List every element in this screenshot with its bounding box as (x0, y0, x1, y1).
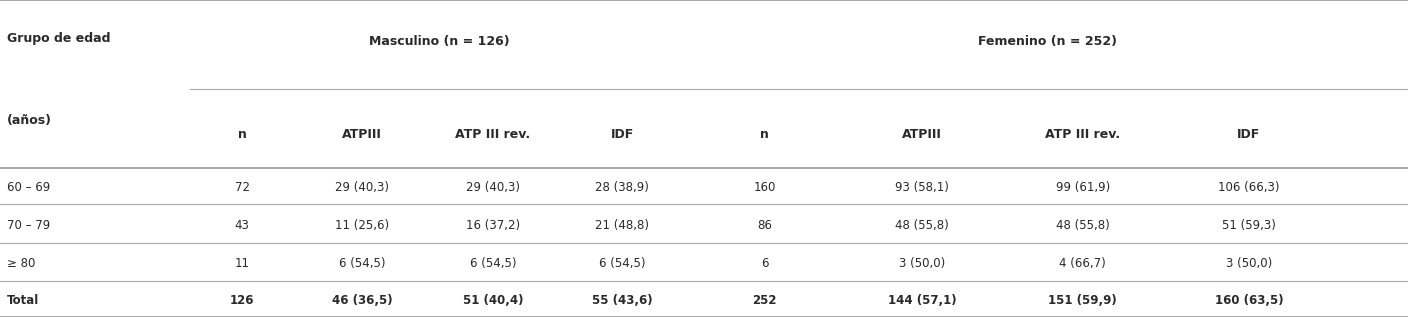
Text: 3 (50,0): 3 (50,0) (900, 256, 945, 270)
Text: ≥ 80: ≥ 80 (7, 256, 35, 270)
Text: ATPIII: ATPIII (342, 128, 382, 141)
Text: 6 (54,5): 6 (54,5) (338, 256, 386, 270)
Text: 106 (66,3): 106 (66,3) (1218, 180, 1280, 194)
Text: Grupo de edad: Grupo de edad (7, 31, 111, 45)
Text: 160 (63,5): 160 (63,5) (1215, 294, 1283, 307)
Text: (años): (años) (7, 114, 52, 127)
Text: 72: 72 (235, 180, 249, 194)
Text: 70 – 79: 70 – 79 (7, 218, 51, 232)
Text: 28 (38,9): 28 (38,9) (596, 180, 649, 194)
Text: IDF: IDF (611, 128, 634, 141)
Text: 48 (55,8): 48 (55,8) (895, 218, 949, 232)
Text: 4 (66,7): 4 (66,7) (1059, 256, 1107, 270)
Text: 252: 252 (752, 294, 777, 307)
Text: ATPIII: ATPIII (903, 128, 942, 141)
Text: Masculino (n = 126): Masculino (n = 126) (369, 35, 510, 48)
Text: 6 (54,5): 6 (54,5) (469, 256, 517, 270)
Text: n: n (238, 128, 246, 141)
Text: 144 (57,1): 144 (57,1) (888, 294, 956, 307)
Text: 46 (36,5): 46 (36,5) (331, 294, 393, 307)
Text: 151 (59,9): 151 (59,9) (1049, 294, 1117, 307)
Text: 51 (59,3): 51 (59,3) (1222, 218, 1276, 232)
Text: ATP III rev.: ATP III rev. (455, 128, 531, 141)
Text: 29 (40,3): 29 (40,3) (335, 180, 389, 194)
Text: 16 (37,2): 16 (37,2) (466, 218, 520, 232)
Text: 55 (43,6): 55 (43,6) (591, 294, 653, 307)
Text: 93 (58,1): 93 (58,1) (895, 180, 949, 194)
Text: 99 (61,9): 99 (61,9) (1056, 180, 1110, 194)
Text: Total: Total (7, 294, 39, 307)
Text: ATP III rev.: ATP III rev. (1045, 128, 1121, 141)
Text: 126: 126 (230, 294, 255, 307)
Text: 11: 11 (235, 256, 249, 270)
Text: 6: 6 (760, 256, 769, 270)
Text: 86: 86 (758, 218, 772, 232)
Text: 160: 160 (753, 180, 776, 194)
Text: IDF: IDF (1238, 128, 1260, 141)
Text: n: n (760, 128, 769, 141)
Text: 21 (48,8): 21 (48,8) (596, 218, 649, 232)
Text: 43: 43 (235, 218, 249, 232)
Text: 6 (54,5): 6 (54,5) (598, 256, 646, 270)
Text: 11 (25,6): 11 (25,6) (335, 218, 389, 232)
Text: 60 – 69: 60 – 69 (7, 180, 51, 194)
Text: 29 (40,3): 29 (40,3) (466, 180, 520, 194)
Text: 3 (50,0): 3 (50,0) (1226, 256, 1271, 270)
Text: 51 (40,4): 51 (40,4) (463, 294, 522, 307)
Text: 48 (55,8): 48 (55,8) (1056, 218, 1110, 232)
Text: Femenino (n = 252): Femenino (n = 252) (979, 35, 1117, 48)
